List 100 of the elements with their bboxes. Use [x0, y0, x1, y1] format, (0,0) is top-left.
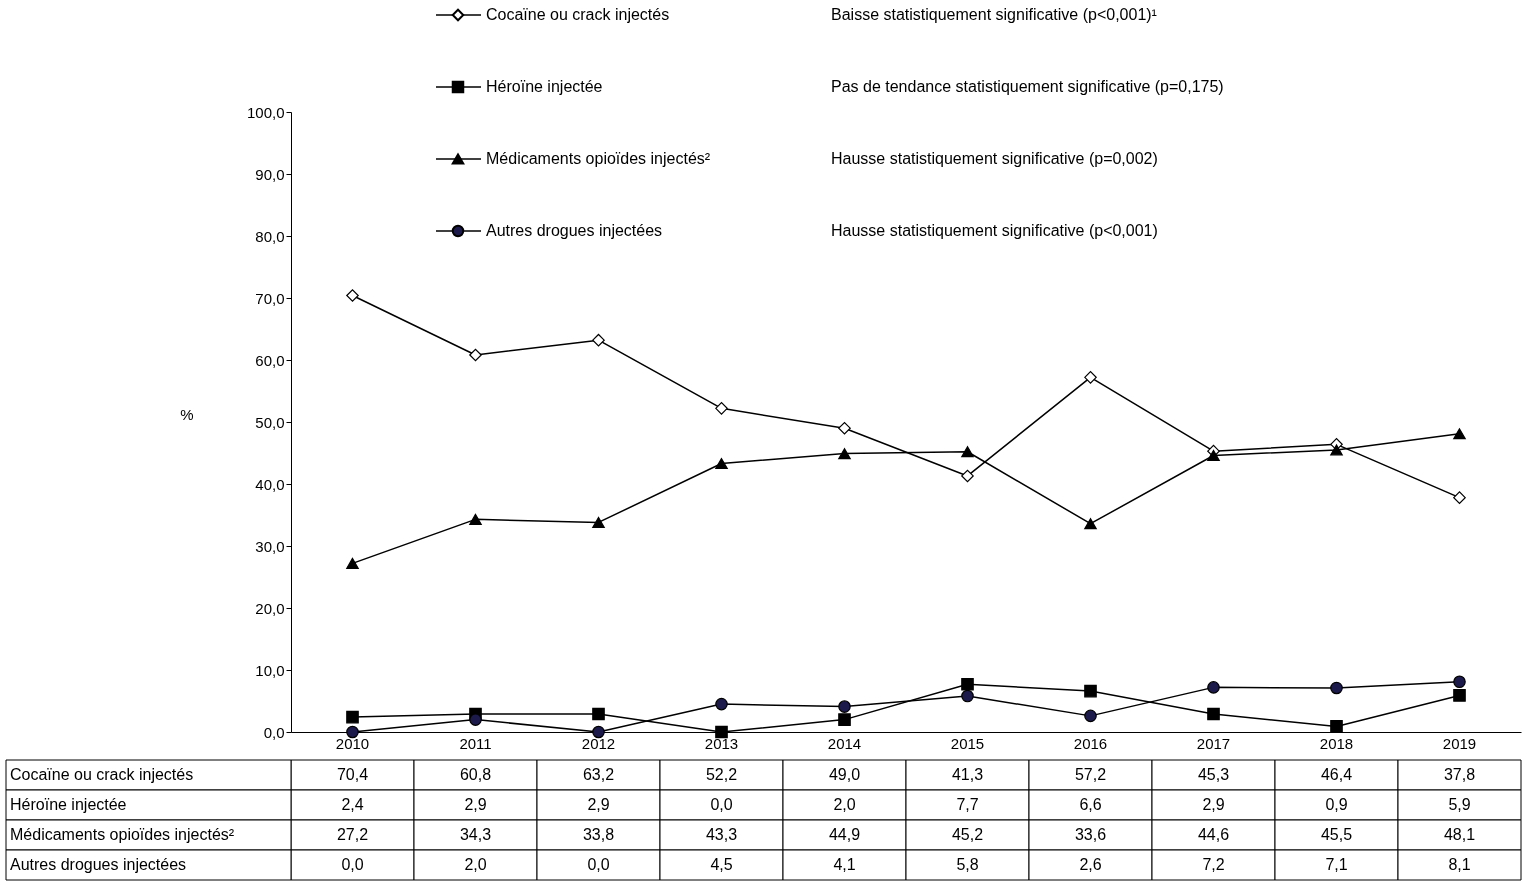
data-label: 44,9 — [828, 826, 861, 843]
data-label: 44,6 — [1197, 826, 1230, 843]
data-label: 7,7 — [956, 796, 979, 813]
point — [838, 700, 851, 713]
data-label: 52,2 — [705, 766, 738, 783]
point — [1453, 689, 1466, 702]
point — [346, 557, 359, 569]
point — [1330, 720, 1343, 733]
point — [715, 697, 728, 711]
text: Pas de tendance statistiquement significative (p=0,175) — [831, 78, 1224, 95]
data-label: 2,0 — [833, 796, 856, 813]
point — [1453, 675, 1466, 689]
text: Cocaïne ou crack injectés — [10, 766, 194, 783]
point — [715, 458, 728, 470]
data-label: 0,0 — [587, 856, 610, 873]
point — [1207, 707, 1220, 721]
data-label: 45,3 — [1197, 766, 1230, 783]
x-tick-label: 2016 — [1073, 734, 1108, 752]
y-tick-label: 100,0 — [246, 103, 285, 121]
data-label: 46,4 — [1320, 766, 1353, 783]
y-tick-label: 30,0 — [255, 537, 285, 555]
point — [469, 348, 482, 362]
x-tick-label: 2012 — [581, 734, 616, 752]
data-label: 63,2 — [582, 766, 615, 783]
y-tick-label: 10,0 — [255, 661, 285, 679]
text: Héroïne injectée — [10, 796, 127, 813]
point — [1330, 681, 1343, 695]
text: Autres drogues injectées — [10, 856, 187, 873]
data-label: 45,2 — [951, 826, 984, 843]
legend-label: Médicaments opioïdes injectés² — [486, 150, 711, 167]
point — [592, 707, 605, 721]
point — [346, 710, 359, 724]
point — [1207, 449, 1220, 462]
point — [1453, 491, 1466, 504]
point — [1084, 684, 1097, 698]
point — [469, 713, 482, 726]
point — [961, 446, 974, 458]
data-label: 43,3 — [705, 826, 738, 843]
x-tick-label: 2010 — [335, 734, 370, 752]
x-tick-label: 2014 — [827, 734, 862, 752]
x-tick-label: 2019 — [1442, 734, 1477, 752]
data-label: 27,2 — [336, 826, 369, 843]
data-label: 5,9 — [1448, 796, 1471, 813]
point — [469, 513, 482, 525]
point — [961, 677, 974, 691]
data-label: 2,9 — [1202, 796, 1225, 813]
data-label: 4,1 — [833, 856, 856, 873]
data-label: 4,5 — [710, 856, 733, 873]
point — [592, 725, 605, 739]
point — [1207, 681, 1220, 694]
data-label: 7,2 — [1202, 856, 1225, 873]
y-tick-label: 70,0 — [255, 289, 285, 307]
data-label: 33,6 — [1074, 826, 1107, 843]
point — [1084, 371, 1097, 384]
annotation: Hausse statistiquement significative (p=0,002) — [831, 150, 1158, 167]
data-label: 33,8 — [582, 826, 615, 843]
annotation: Hausse statistiquement significative (p<0,001) — [831, 222, 1158, 239]
data-label: 57,2 — [1074, 766, 1107, 783]
point — [715, 402, 728, 415]
legend-label: Autres drogues injectées — [486, 222, 663, 239]
y-tick-label: 40,0 — [255, 475, 285, 493]
x-tick-label: 2013 — [704, 734, 739, 752]
data-label: 34,3 — [459, 826, 492, 843]
point — [838, 713, 851, 726]
data-label: 48,1 — [1443, 826, 1476, 843]
point — [592, 516, 605, 528]
data-label: 45,5 — [1320, 826, 1353, 843]
data-label: 2,4 — [341, 796, 364, 813]
point — [961, 689, 974, 703]
point — [592, 333, 605, 347]
point — [346, 725, 359, 739]
data-label: 60,8 — [459, 766, 492, 783]
x-tick-label: 2015 — [950, 734, 985, 752]
data-label: 0,0 — [341, 856, 364, 873]
point — [1330, 444, 1343, 456]
point — [1453, 428, 1466, 440]
data-label: 2,6 — [1079, 856, 1102, 873]
data-label: 0,9 — [1325, 796, 1348, 813]
point — [715, 725, 728, 739]
text: Médicaments opioïdes injectés² — [10, 826, 235, 843]
x-tick-label: 2011 — [459, 734, 492, 752]
point — [1084, 709, 1097, 723]
data-label: 6,6 — [1079, 796, 1102, 813]
data-label: 0,0 — [710, 796, 733, 813]
y-tick-label: 60,0 — [255, 351, 285, 369]
x-tick-label: 2018 — [1319, 734, 1354, 752]
data-label: 70,4 — [336, 766, 369, 783]
y-axis-title: % — [180, 405, 194, 423]
y-tick-label: 90,0 — [255, 165, 285, 183]
data-label: 37,8 — [1443, 766, 1476, 783]
point — [838, 448, 851, 460]
point — [1084, 518, 1097, 530]
data-label: 49,0 — [828, 766, 861, 783]
data-label: 2,9 — [464, 796, 487, 813]
data-label: 41,3 — [951, 766, 984, 783]
data-label: 7,1 — [1325, 856, 1348, 873]
legend-label: Héroïne injectée — [486, 78, 603, 95]
data-label: 2,9 — [587, 796, 610, 813]
x-tick-label: 2017 — [1196, 734, 1231, 752]
y-tick-label: 80,0 — [255, 227, 285, 245]
